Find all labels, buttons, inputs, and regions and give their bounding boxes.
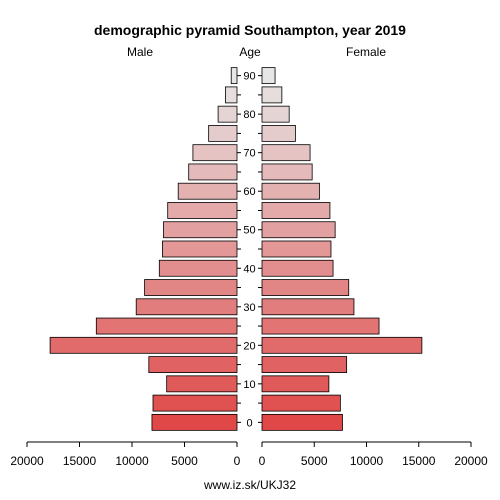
age-tick-label: 20 <box>243 340 255 352</box>
female-bar-90+ <box>261 67 276 85</box>
age-tick-label: 40 <box>243 263 255 275</box>
male-bar-40-44 <box>158 259 238 277</box>
female-bar-85-89 <box>261 86 283 104</box>
male-x-tick-label: 20000 <box>10 454 44 468</box>
chart-title: demographic pyramid Southampton, year 20… <box>94 22 406 38</box>
female-x-tick-label: 20000 <box>454 454 488 468</box>
age-tick-label: 50 <box>243 225 255 237</box>
female-bar-20-24 <box>261 336 423 354</box>
female-bar-65-69 <box>261 163 313 181</box>
age-label: Age <box>239 45 261 59</box>
female-label: Female <box>346 45 386 59</box>
female-bar-0-4 <box>261 413 343 431</box>
female-bar-35-39 <box>261 279 350 296</box>
female-bar-30-34 <box>261 298 355 316</box>
age-tick-label: 0 <box>246 417 252 429</box>
male-x-tick-label: 15000 <box>63 454 97 468</box>
female-bar-60-64 <box>261 182 320 200</box>
male-bar-35-39 <box>144 279 238 296</box>
male-bar-20-24 <box>49 336 238 354</box>
male-x-tick-label: 5000 <box>171 454 198 468</box>
male-x-tick-label: 10000 <box>115 454 149 468</box>
age-tick-label: 10 <box>243 379 255 391</box>
source-label: www.iz.sk/UKJ32 <box>203 478 296 492</box>
female-bar-15-19 <box>261 356 348 373</box>
female-bar-70-74 <box>261 144 311 162</box>
male-bar-15-19 <box>148 356 238 373</box>
female-bar-50-54 <box>261 221 336 239</box>
male-bar-80-84 <box>217 105 238 123</box>
age-tick-label: 90 <box>243 71 255 83</box>
male-label: Male <box>127 45 153 59</box>
female-x-tick-label: 10000 <box>350 454 384 468</box>
age-tick-label: 30 <box>243 302 255 314</box>
male-bar-85-89 <box>225 86 238 104</box>
male-bar-90+ <box>230 67 238 85</box>
age-tick-label: 70 <box>243 148 255 160</box>
bars-layer <box>49 67 423 431</box>
male-bar-10-14 <box>166 375 238 393</box>
male-bar-0-4 <box>151 413 238 431</box>
female-x-tick-label: 5000 <box>301 454 328 468</box>
female-bar-45-49 <box>261 240 332 258</box>
male-bar-75-79 <box>208 125 238 142</box>
male-x-tick-label: 0 <box>234 454 241 468</box>
female-bar-25-29 <box>261 317 380 335</box>
female-x-tick-label: 0 <box>259 454 266 468</box>
female-bar-55-59 <box>261 202 331 219</box>
female-bar-5-9 <box>261 394 341 412</box>
male-bar-5-9 <box>152 394 238 412</box>
male-bar-65-69 <box>188 163 238 181</box>
male-bar-70-74 <box>192 144 238 162</box>
age-tick-label: 60 <box>243 186 255 198</box>
female-bar-40-44 <box>261 259 334 277</box>
age-tick-label: 80 <box>243 109 255 121</box>
axes-layer: 0 10 20 30 40 50 60 70 80 90 20000 15000 10000 5000 0 0… <box>10 71 488 468</box>
female-x-tick-label: 15000 <box>402 454 436 468</box>
female-bar-80-84 <box>261 105 290 123</box>
female-bar-75-79 <box>261 125 296 142</box>
male-bar-55-59 <box>167 202 238 219</box>
male-bar-30-34 <box>135 298 238 316</box>
male-bar-60-64 <box>177 182 238 200</box>
male-bar-25-29 <box>95 317 238 335</box>
male-bar-45-49 <box>162 240 238 258</box>
female-bar-10-14 <box>261 375 330 393</box>
male-bar-50-54 <box>163 221 238 239</box>
